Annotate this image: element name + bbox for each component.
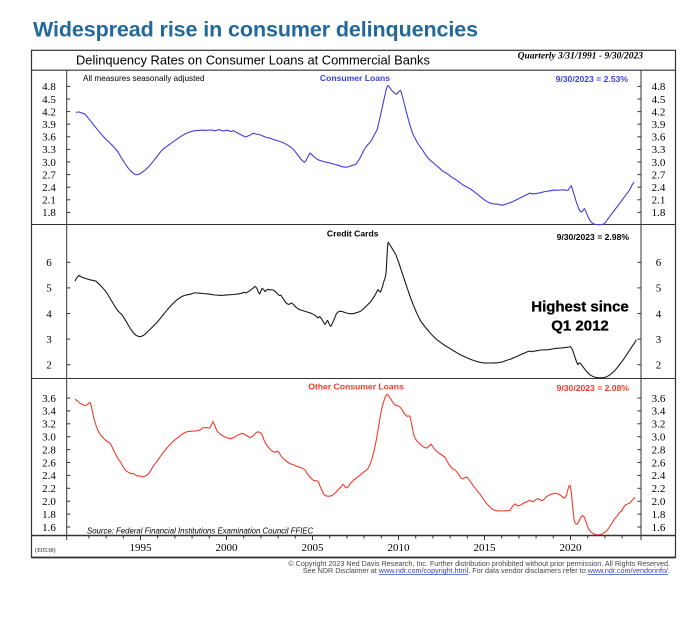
svg-text:2.8: 2.8 — [42, 444, 56, 456]
svg-text:4.5: 4.5 — [42, 94, 56, 106]
svg-text:2.4: 2.4 — [652, 470, 666, 482]
svg-text:2.4: 2.4 — [42, 470, 56, 482]
svg-text:2020: 2020 — [560, 542, 583, 554]
svg-text:4: 4 — [656, 308, 662, 320]
svg-text:4.8: 4.8 — [42, 81, 56, 93]
svg-text:3.6: 3.6 — [652, 393, 666, 405]
svg-text:Source: Federal Financial Inst: Source: Federal Financial Institutions E… — [87, 527, 314, 536]
svg-text:1.8: 1.8 — [42, 207, 56, 219]
svg-text:All measures seasonally adjust: All measures seasonally adjusted — [83, 74, 205, 83]
svg-text:2.0: 2.0 — [652, 496, 666, 508]
svg-text:3.0: 3.0 — [652, 432, 666, 444]
svg-text:1.6: 1.6 — [42, 522, 56, 534]
svg-text:4.2: 4.2 — [652, 106, 666, 118]
svg-text:2: 2 — [656, 360, 662, 372]
svg-text:3.6: 3.6 — [652, 132, 666, 144]
svg-text:Credit Cards: Credit Cards — [327, 229, 379, 239]
svg-text:9/30/2023 = 2.53%: 9/30/2023 = 2.53% — [556, 74, 629, 84]
svg-text:4.8: 4.8 — [652, 81, 666, 93]
svg-text:2.8: 2.8 — [652, 444, 666, 456]
svg-text:2.4: 2.4 — [42, 182, 56, 194]
svg-text:2.1: 2.1 — [42, 195, 56, 207]
svg-text:6: 6 — [656, 257, 662, 269]
svg-text:Q1 2012: Q1 2012 — [551, 318, 609, 335]
svg-text:3.2: 3.2 — [652, 419, 666, 431]
svg-text:1.8: 1.8 — [652, 509, 666, 521]
svg-text:3: 3 — [46, 334, 52, 346]
svg-text:2005: 2005 — [302, 542, 325, 554]
svg-text:3.3: 3.3 — [42, 144, 56, 156]
svg-text:3.0: 3.0 — [42, 432, 56, 444]
svg-text:3.9: 3.9 — [42, 119, 56, 131]
svg-text:Other Consumer Loans: Other Consumer Loans — [308, 382, 404, 392]
svg-text:3: 3 — [656, 334, 662, 346]
svg-text:2.0: 2.0 — [42, 496, 56, 508]
svg-text:6: 6 — [46, 257, 52, 269]
svg-text:2.4: 2.4 — [652, 182, 666, 194]
svg-text:3.0: 3.0 — [42, 157, 56, 169]
svg-text:2000: 2000 — [216, 542, 239, 554]
svg-text:3.4: 3.4 — [42, 406, 56, 418]
svg-text:1.8: 1.8 — [652, 207, 666, 219]
svg-text:5: 5 — [46, 283, 52, 295]
svg-text:9/30/2023 = 2.08%: 9/30/2023 = 2.08% — [557, 383, 630, 393]
svg-text:3.2: 3.2 — [42, 419, 56, 431]
svg-text:Quarterly 3/31/1991 - 9/30/202: Quarterly 3/31/1991 - 9/30/2023 — [518, 52, 644, 62]
svg-text:4: 4 — [46, 308, 52, 320]
svg-text:2015: 2015 — [474, 542, 497, 554]
svg-text:4.2: 4.2 — [42, 106, 56, 118]
svg-text:1995: 1995 — [130, 542, 153, 554]
svg-text:2010: 2010 — [388, 542, 411, 554]
svg-text:4.5: 4.5 — [652, 94, 666, 106]
svg-text:© Copyright 2023 Ned Davis Res: © Copyright 2023 Ned Davis Research, Inc… — [288, 559, 670, 568]
svg-text:5: 5 — [656, 283, 662, 295]
svg-text:2.6: 2.6 — [652, 457, 666, 469]
svg-text:2.2: 2.2 — [42, 483, 56, 495]
svg-text:Consumer Loans: Consumer Loans — [320, 73, 390, 83]
svg-text:3.4: 3.4 — [652, 406, 666, 418]
svg-text:Delinquency Rates on Consumer: Delinquency Rates on Consumer Loans at C… — [76, 53, 430, 68]
svg-text:See NDR Disclaimer at www.ndr.: See NDR Disclaimer at www.ndr.com/copyri… — [303, 566, 670, 575]
svg-text:2.1: 2.1 — [652, 195, 666, 207]
svg-text:3.6: 3.6 — [42, 393, 56, 405]
svg-text:2.7: 2.7 — [652, 169, 666, 181]
svg-text:2.7: 2.7 — [42, 169, 56, 181]
svg-text:2.6: 2.6 — [42, 457, 56, 469]
svg-text:9/30/2023 = 2.98%: 9/30/2023 = 2.98% — [557, 232, 630, 242]
svg-text:1.6: 1.6 — [652, 522, 666, 534]
svg-text:Widespread rise in consumer de: Widespread rise in consumer delinquencie… — [33, 18, 478, 42]
svg-text:3.6: 3.6 — [42, 132, 56, 144]
svg-text:3.0: 3.0 — [652, 157, 666, 169]
svg-text:3.3: 3.3 — [652, 144, 666, 156]
svg-text:1.8: 1.8 — [42, 509, 56, 521]
svg-text:2.2: 2.2 — [652, 483, 666, 495]
svg-text:2: 2 — [46, 360, 52, 372]
svg-text:3.9: 3.9 — [652, 119, 666, 131]
svg-text:(E0538): (E0538) — [35, 547, 56, 554]
svg-text:Highest since: Highest since — [531, 299, 629, 316]
